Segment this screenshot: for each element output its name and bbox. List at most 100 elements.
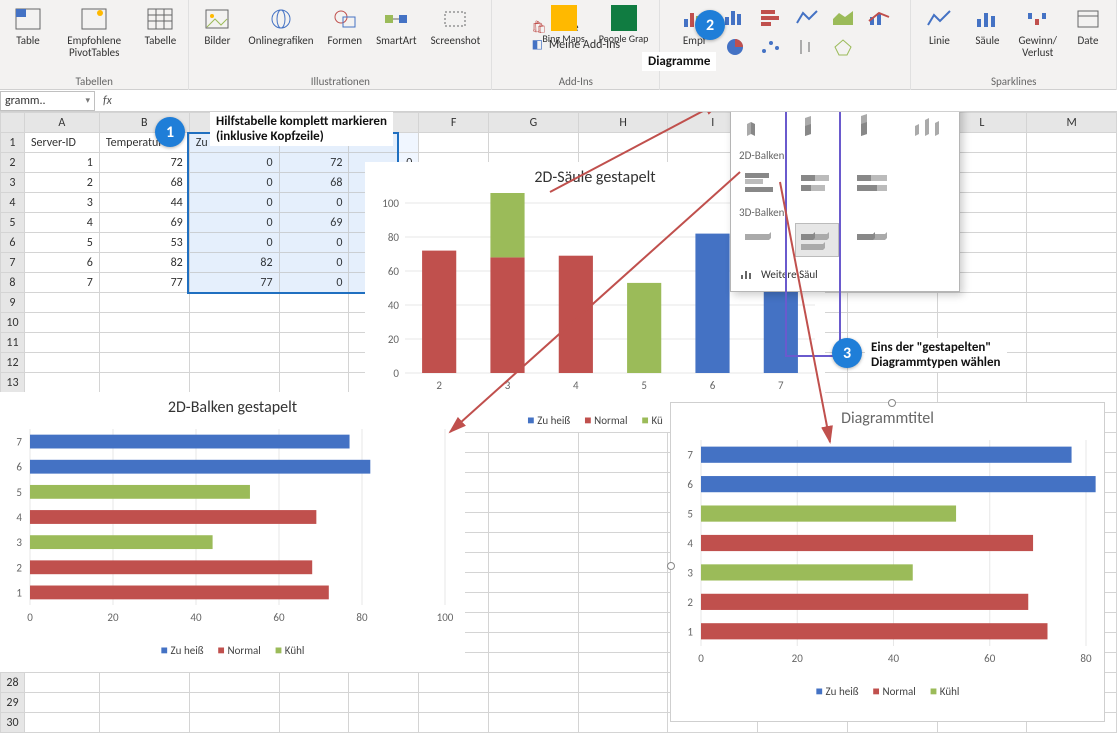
svg-text:6: 6 [687, 478, 693, 491]
ribbon-group-charts: Empf [660, 0, 911, 90]
dropdown-section-label: 3D-Balken [739, 206, 951, 219]
shapes-button[interactable]: Formen [323, 2, 368, 68]
pictures-button[interactable]: Bilder [195, 2, 239, 68]
svg-text:1: 1 [687, 625, 693, 638]
recommended-pivot-button[interactable]: Empfohlene PivotTables [54, 2, 134, 68]
bar-chart-button[interactable] [756, 3, 786, 31]
bar-chart-svg: 0204060801234567 [671, 434, 1106, 674]
svg-text:2: 2 [687, 596, 693, 609]
step-badge-1: 1 [155, 117, 185, 147]
svg-text:0: 0 [698, 652, 704, 665]
worksheet: ABCDEFGHIJKLM1Server-IDTemperaturZu heiß… [0, 112, 1117, 741]
ribbon-label: Tabelle [145, 35, 177, 47]
dropdown-section-label: 2D-Balken [739, 149, 951, 162]
smartart-button[interactable]: SmartArt [371, 2, 422, 68]
chart-title: Diagrammtitel [671, 409, 1104, 428]
ribbon-label: SmartArt [376, 35, 417, 47]
column-chart-button[interactable] [720, 3, 750, 31]
chart-title: 2D-Balken gestapelt [0, 398, 465, 417]
ribbon-group-label: Tabellen [0, 75, 188, 88]
ribbon-group-sparklines: Linie Säule Gewinn/ Verlust Date Sparkli… [911, 0, 1117, 90]
svg-text:40: 40 [388, 299, 400, 312]
svg-text:40: 40 [888, 652, 900, 665]
chart-stacked-bar-right[interactable]: Diagrammtitel 0204060801234567 Zu heiß N… [670, 402, 1105, 722]
name-box-value: gramm.. [5, 94, 46, 108]
sparkline-column-button[interactable]: Säule [965, 2, 1009, 68]
sparkline-line-button[interactable]: Linie [917, 2, 961, 68]
date-button[interactable]: Date [1066, 2, 1110, 68]
radar-chart-button[interactable] [828, 33, 858, 61]
step-badge-3: 3 [832, 338, 862, 368]
more-charts-link[interactable]: Weitere Säul [739, 259, 951, 281]
stacked100-bar-option[interactable] [851, 166, 895, 200]
ribbon-label: Table [16, 35, 40, 47]
ribbon-label: Bilder [204, 35, 230, 47]
svg-text:3: 3 [687, 566, 693, 579]
3d-stacked-column-option[interactable] [795, 112, 839, 143]
name-box[interactable]: gramm.. [0, 91, 95, 111]
ribbon-label: Onlinegrafiken [248, 35, 313, 47]
svg-text:0: 0 [27, 611, 33, 624]
chart-legend: Zu heiß Normal Kühl [0, 643, 465, 658]
ribbon-label: Gewinn/ Verlust [1018, 35, 1057, 59]
pie-chart-button[interactable] [720, 33, 750, 61]
svg-text:2: 2 [16, 561, 22, 574]
svg-text:0: 0 [393, 367, 399, 380]
sparkline-line-icon [923, 5, 955, 33]
screenshot-icon [439, 5, 471, 33]
3d-column-option[interactable] [907, 112, 951, 143]
svg-text:2: 2 [436, 379, 442, 392]
legend-item: Normal [218, 643, 261, 658]
bing-maps-button[interactable]: Bing Maps [537, 2, 589, 66]
svg-text:3: 3 [505, 379, 511, 392]
3d-stacked100-bar-option[interactable] [851, 223, 895, 257]
pivot-table-button[interactable]: Table [6, 2, 50, 68]
3d-clustered-bar-option[interactable] [739, 223, 783, 257]
svg-text:80: 80 [1080, 652, 1092, 665]
shapes-icon [329, 5, 361, 33]
3d-clustered-column-option[interactable] [739, 112, 783, 143]
screenshot-button[interactable]: Screenshot [426, 2, 486, 68]
3d-stacked-bar-option[interactable] [795, 223, 839, 257]
resize-handle[interactable] [667, 562, 675, 570]
recommended-pivot-icon [78, 5, 110, 33]
svg-text:100: 100 [437, 611, 454, 624]
svg-text:60: 60 [984, 652, 996, 665]
ribbon-label: Linie [929, 35, 950, 47]
3d-stacked100-column-option[interactable] [851, 112, 895, 143]
svg-text:1: 1 [16, 586, 22, 599]
fx-icon[interactable]: fx [95, 94, 120, 108]
clustered-bar-option[interactable] [739, 166, 783, 200]
people-graph-icon [611, 5, 637, 31]
chart-stacked-bar-left[interactable]: 2D-Balken gestapelt 0204060801001234567 … [0, 392, 465, 672]
sparkline-winloss-button[interactable]: Gewinn/ Verlust [1013, 2, 1062, 68]
combo-chart-button[interactable] [864, 3, 894, 31]
table-icon [144, 5, 176, 33]
bing-icon [551, 5, 577, 31]
callout-2: Diagramme [642, 52, 716, 71]
ribbon-label: Bing Maps [542, 33, 584, 44]
ribbon-label: People Grap [599, 33, 649, 44]
online-pictures-icon [265, 5, 297, 33]
area-chart-button[interactable] [828, 3, 858, 31]
online-pictures-button[interactable]: Onlinegrafiken [243, 2, 318, 68]
chart-legend: Zu heiß Normal Kühl [671, 684, 1104, 699]
svg-text:6: 6 [16, 461, 22, 474]
ribbon-group-illustrations: Bilder Onlinegrafiken Formen SmartArt Sc… [189, 0, 492, 90]
scatter-chart-button[interactable] [756, 33, 786, 61]
ribbon-group-label: Illustrationen [189, 75, 491, 88]
dropdown-more-label: Weitere Säul [761, 268, 818, 281]
ribbon-group-addins: 🛍Store ◧Meine Add-Ins Bing Maps People G… [492, 0, 660, 90]
svg-text:80: 80 [356, 611, 368, 624]
table-button[interactable]: Tabelle [138, 2, 182, 68]
pictures-icon [201, 5, 233, 33]
stacked-bar-option[interactable] [795, 166, 839, 200]
svg-text:3: 3 [16, 536, 22, 549]
resize-handle[interactable] [888, 399, 896, 407]
line-chart-button[interactable] [792, 3, 822, 31]
stock-chart-button[interactable] [792, 33, 822, 61]
svg-text:40: 40 [190, 611, 202, 624]
ribbon-group-label: Sparklines [911, 75, 1116, 88]
ribbon-label: Screenshot [431, 35, 481, 47]
legend-item: Kü [641, 413, 662, 428]
